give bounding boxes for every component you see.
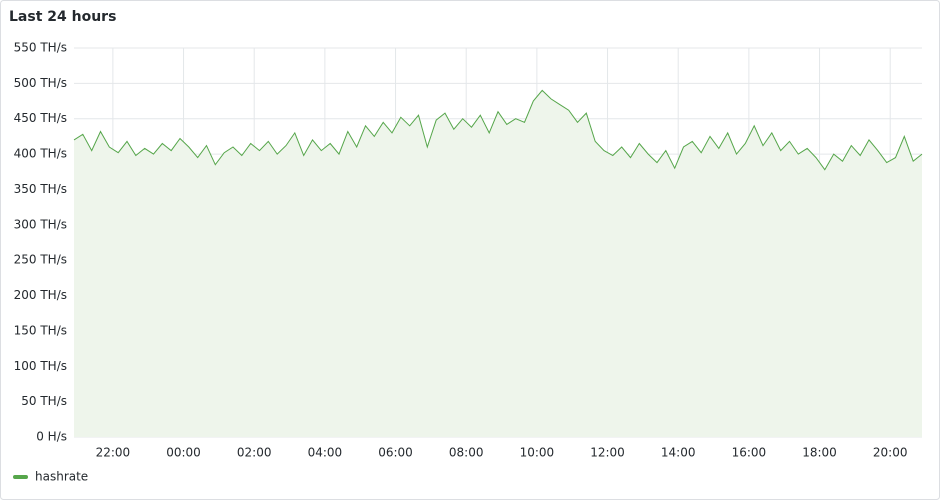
panel-title: Last 24 hours <box>9 9 116 25</box>
x-tick-label: 08:00 <box>449 446 484 460</box>
y-tick-label: 100 TH/s <box>14 359 67 373</box>
x-tick-label: 06:00 <box>378 446 413 460</box>
area-fill <box>74 90 922 438</box>
y-tick-label: 0 H/s <box>36 430 67 444</box>
x-tick-label: 16:00 <box>732 446 767 460</box>
x-tick-label: 04:00 <box>308 446 343 460</box>
x-tick-label: 12:00 <box>590 446 625 460</box>
y-tick-label: 550 TH/s <box>14 41 67 55</box>
x-tick-label: 18:00 <box>802 446 837 460</box>
legend-label: hashrate <box>35 470 88 484</box>
y-tick-label: 250 TH/s <box>14 253 67 267</box>
y-tick-label: 300 TH/s <box>14 217 67 231</box>
y-tick-label: 400 TH/s <box>14 147 67 161</box>
x-tick-label: 22:00 <box>96 446 131 460</box>
x-tick-label: 20:00 <box>873 446 908 460</box>
y-tick-label: 50 TH/s <box>21 394 67 408</box>
y-tick-label: 500 TH/s <box>14 76 67 90</box>
x-tick-label: 02:00 <box>237 446 272 460</box>
y-tick-label: 450 TH/s <box>14 111 67 125</box>
x-tick-label: 14:00 <box>661 446 696 460</box>
x-tick-label: 00:00 <box>166 446 201 460</box>
y-tick-label: 350 TH/s <box>14 182 67 196</box>
x-tick-label: 10:00 <box>520 446 555 460</box>
y-tick-label: 150 TH/s <box>14 323 67 337</box>
series-line <box>73 89 923 171</box>
y-tick-label: 200 TH/s <box>14 288 67 302</box>
